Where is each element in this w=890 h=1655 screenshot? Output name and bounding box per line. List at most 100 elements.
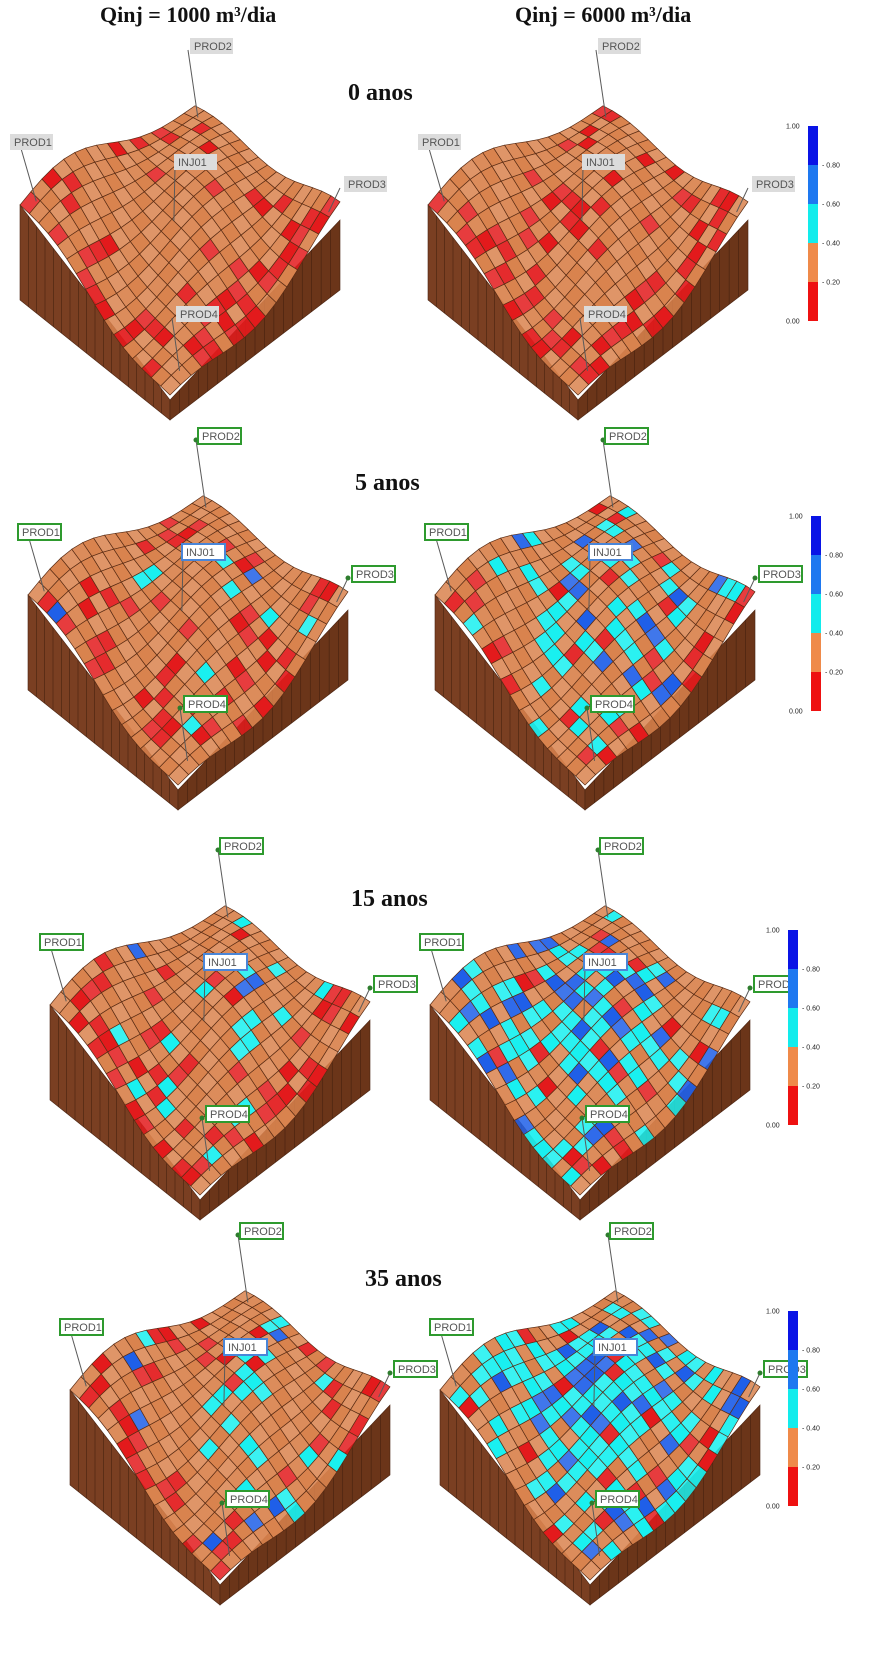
prod3-label: PROD3 <box>758 979 796 991</box>
prod1-label: PROD1 <box>424 937 462 949</box>
colorbar-svg: 1.00 - 0.80 - 0.60 - 0.40 - 0.20 0.00 <box>766 1309 820 1511</box>
prod4-label: PROD4 <box>188 699 226 711</box>
inj01-well-line <box>581 166 584 221</box>
colorbar-segment <box>808 243 818 282</box>
prod3-well-marker <box>752 575 758 581</box>
prod3-well-line <box>328 187 341 213</box>
prod2-label-box <box>604 427 649 445</box>
colorbar-segment <box>788 1008 798 1047</box>
colorbar-segment <box>788 1428 798 1467</box>
colorbar-segment <box>788 1350 798 1389</box>
prod3-well-line <box>358 987 371 1013</box>
colorbar-tick-label: - 0.60 <box>802 1006 820 1013</box>
prod4-label: PROD4 <box>595 699 633 711</box>
prod1-well-line <box>439 1329 457 1387</box>
prod1-well-line <box>27 534 45 592</box>
prod3-well-line <box>738 987 751 1013</box>
prod3-label: PROD3 <box>348 179 386 191</box>
colorbar-segment <box>788 969 798 1008</box>
prod3-label: PROD3 <box>398 1364 436 1376</box>
prod1-well-line <box>429 944 447 1002</box>
prod2-well-line <box>187 49 199 118</box>
inj01-label: INJ01 <box>586 157 615 169</box>
colorbar-segment <box>788 1047 798 1086</box>
inj01-label-box <box>588 543 633 561</box>
prod4-well-line <box>171 317 181 371</box>
prod4-label-box <box>183 695 228 713</box>
colorbar-tick-label: - 0.80 <box>802 1348 820 1355</box>
inj01-label-box <box>583 953 628 971</box>
reservoir-panel-0-right: PROD2 PROD1 PROD3 INJ01 PROD4 <box>418 30 798 430</box>
grid-cell <box>739 1380 761 1403</box>
inj01-label: INJ01 <box>588 957 617 969</box>
prod4-label-box <box>176 306 219 322</box>
prod2-label-box <box>190 38 233 54</box>
prod4-label-box <box>225 1490 270 1508</box>
grid-cell <box>349 995 371 1018</box>
inj01-label-box <box>174 154 217 170</box>
reservoir-cells <box>27 495 349 786</box>
prod2-label-box <box>197 427 242 445</box>
prod1-label-box <box>418 134 461 150</box>
colorbar-tick-label: 0.00 <box>766 1123 780 1130</box>
colorbar-tick-label: - 0.60 <box>825 592 843 599</box>
prod3-well-line <box>748 1372 761 1398</box>
colorbar-segment <box>788 1389 798 1428</box>
inj01-well-line <box>223 1351 226 1406</box>
prod2-label: PROD2 <box>602 41 640 53</box>
prod4-well-marker <box>584 705 590 711</box>
inj01-well-line <box>173 166 176 221</box>
time-label-15: 15 anos <box>351 886 428 912</box>
grid-cell <box>727 195 749 218</box>
inj01-well-line <box>181 556 184 611</box>
prod4-label-box <box>205 1105 250 1123</box>
prod1-label: PROD1 <box>22 527 60 539</box>
prod3-well-line <box>378 1372 391 1398</box>
prod1-label: PROD1 <box>422 137 460 149</box>
colorbar-tick-label: - 0.40 <box>822 241 840 248</box>
prod4-well-line <box>201 1117 211 1171</box>
colorbar-tick-label: - 0.20 <box>825 670 843 677</box>
prod3-well-line <box>736 187 749 213</box>
prod4-label: PROD4 <box>180 309 218 321</box>
prod3-label-box <box>344 176 387 192</box>
prod1-label: PROD1 <box>429 527 467 539</box>
prod2-label: PROD2 <box>609 431 647 443</box>
prod3-label: PROD3 <box>763 569 801 581</box>
prod3-well-marker <box>757 1370 763 1376</box>
prod1-label-box <box>17 523 62 541</box>
prod4-label: PROD4 <box>210 1109 248 1121</box>
prod4-well-marker <box>589 1500 595 1506</box>
prod3-label: PROD3 <box>756 179 794 191</box>
colorbar-segment <box>811 594 821 633</box>
prod4-label-box <box>585 1105 630 1123</box>
prod1-label-box <box>59 1318 104 1336</box>
inj01-label-box <box>203 953 248 971</box>
prod1-label: PROD1 <box>434 1322 472 1334</box>
colorbar-tick-label: - 0.20 <box>822 280 840 287</box>
reservoir-cells <box>19 105 341 396</box>
colorbar-segment <box>788 1086 798 1125</box>
prod1-well-line <box>49 944 67 1002</box>
prod3-well-line <box>336 577 349 603</box>
prod2-label-box <box>219 837 264 855</box>
colorbar-tick-label: 1.00 <box>789 514 803 521</box>
colorbar-tick-label: - 0.80 <box>825 553 843 560</box>
prod4-label: PROD4 <box>590 1109 628 1121</box>
prod3-label-box <box>758 565 803 583</box>
prod4-well-line <box>591 1502 601 1556</box>
colorbar-svg: 1.00 - 0.80 - 0.60 - 0.40 - 0.20 0.00 <box>786 124 840 326</box>
column-title-left: Qinj = 1000 m³/dia <box>100 2 277 27</box>
prod2-well-line <box>237 1234 249 1303</box>
reservoir-panel-0-left: PROD2 PROD1 PROD3 INJ01 PROD4 <box>10 30 390 430</box>
reservoir-cells <box>49 905 371 1196</box>
prod2-well-line <box>597 849 609 918</box>
reservoir-cells <box>429 905 751 1196</box>
prod2-well-line <box>595 49 607 118</box>
prod3-label: PROD3 <box>356 569 394 581</box>
prod2-well-line <box>607 1234 619 1303</box>
prod1-label-box <box>39 933 84 951</box>
